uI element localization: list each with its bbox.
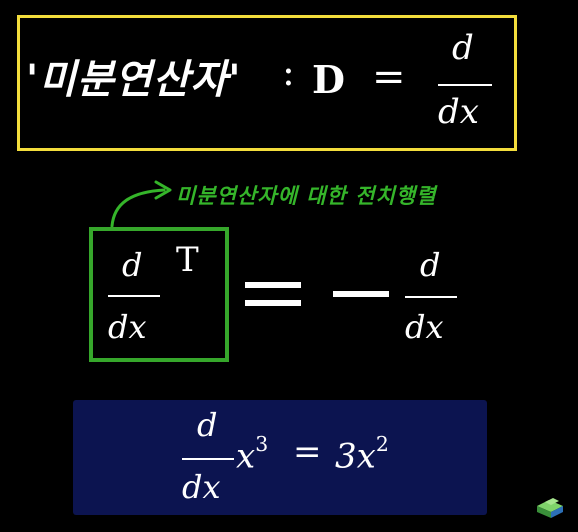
operator-symbol: D (312, 57, 345, 102)
curved-arrow-icon (110, 180, 172, 228)
minus-sign (333, 291, 389, 297)
example-equals: = (293, 432, 322, 472)
transpose-fraction-bar (108, 295, 160, 297)
transpose-note: 미분연산자에 대한 전치행렬 (176, 184, 437, 208)
example-fraction-numerator: d (197, 406, 218, 444)
equals-sign-bottom-bar (245, 300, 301, 306)
definition-term: '미분연산자' (26, 57, 242, 103)
equals-sign-top-bar (245, 282, 301, 288)
example-result-coef: 3x (335, 436, 376, 477)
example-result: 3x2 (335, 432, 389, 476)
example-fraction-bar (182, 458, 234, 460)
rhs-fraction-numerator: d (420, 246, 441, 284)
definition-fraction-numerator: d (452, 28, 474, 68)
transpose-fraction-denominator: dx (108, 308, 147, 346)
example-base: x (236, 436, 256, 477)
isometric-block-logo-icon (537, 498, 563, 518)
definition-fraction-denominator: dx (438, 92, 479, 132)
rhs-fraction-bar (405, 296, 457, 298)
definition-equals: = (372, 54, 406, 100)
example-result-exponent: 2 (375, 432, 389, 456)
rhs-fraction-denominator: dx (405, 308, 444, 346)
definition-box (17, 15, 517, 151)
definition-colon: : (282, 50, 295, 94)
example-power-term: x3 (236, 432, 268, 476)
example-box (73, 400, 487, 515)
definition-fraction-bar (438, 84, 492, 86)
example-fraction-denominator: dx (182, 468, 221, 506)
transpose-box (89, 227, 229, 362)
transpose-superscript: T (176, 240, 199, 280)
transpose-fraction-numerator: d (122, 246, 143, 284)
example-exponent: 3 (255, 432, 269, 456)
